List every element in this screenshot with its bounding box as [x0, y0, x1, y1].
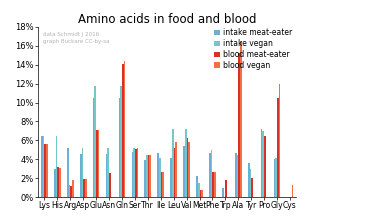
Bar	[43, 136, 44, 197]
Bar	[161, 172, 162, 197]
Bar	[146, 155, 148, 197]
Bar	[109, 172, 111, 197]
Bar	[172, 129, 174, 197]
Bar	[291, 185, 293, 197]
Text: data Schmidt J 2016
graph Buckare CC-by-sa: data Schmidt J 2016 graph Buckare CC-by-…	[43, 32, 110, 44]
Bar	[222, 188, 224, 197]
Bar	[133, 148, 135, 197]
Bar	[106, 154, 108, 197]
Bar	[108, 148, 109, 197]
Bar	[131, 152, 133, 197]
Bar	[59, 168, 61, 197]
Bar	[174, 148, 175, 197]
Bar	[80, 154, 82, 197]
Bar	[157, 153, 159, 197]
Bar	[83, 179, 85, 197]
Bar	[251, 178, 253, 197]
Bar	[93, 98, 95, 197]
Bar	[187, 138, 188, 197]
Bar	[135, 149, 136, 197]
Bar	[144, 160, 146, 197]
Bar	[57, 167, 59, 197]
Bar	[70, 186, 72, 197]
Bar	[72, 180, 74, 197]
Bar	[214, 172, 216, 197]
Bar	[44, 144, 46, 197]
Bar	[209, 153, 211, 197]
Bar	[276, 158, 277, 197]
Bar	[69, 185, 70, 197]
Bar	[41, 136, 43, 197]
Bar	[95, 86, 96, 197]
Bar	[274, 159, 275, 197]
Bar	[188, 142, 190, 197]
Bar	[170, 158, 172, 197]
Bar	[148, 155, 149, 197]
Bar	[261, 129, 263, 197]
Bar	[149, 155, 151, 197]
Bar	[237, 155, 238, 197]
Bar	[212, 172, 214, 197]
Bar	[279, 84, 280, 197]
Bar	[46, 144, 48, 197]
Bar	[119, 98, 120, 197]
Bar	[198, 183, 200, 197]
Bar	[196, 176, 198, 197]
Bar	[124, 61, 125, 197]
Bar	[200, 190, 201, 197]
Bar	[159, 158, 161, 197]
Bar	[85, 179, 87, 197]
Bar	[235, 153, 237, 197]
Bar	[185, 129, 187, 197]
Bar	[277, 98, 279, 197]
Bar	[263, 131, 264, 197]
Legend: intake meat-eater, intake vegan, blood meat-eater, blood vegan: intake meat-eater, intake vegan, blood m…	[214, 27, 293, 71]
Bar	[240, 41, 242, 197]
Bar	[67, 148, 69, 197]
Bar	[175, 142, 177, 197]
Bar	[82, 148, 83, 197]
Bar	[120, 86, 122, 197]
Bar	[225, 180, 227, 197]
Bar	[183, 146, 185, 197]
Bar	[136, 148, 138, 197]
Bar	[122, 64, 124, 197]
Title: Amino acids in food and blood: Amino acids in food and blood	[78, 13, 256, 26]
Bar	[162, 172, 164, 197]
Bar	[98, 130, 100, 197]
Bar	[238, 53, 240, 197]
Bar	[211, 150, 212, 197]
Bar	[201, 190, 203, 197]
Bar	[96, 130, 98, 197]
Bar	[248, 163, 250, 197]
Bar	[264, 136, 266, 197]
Bar	[56, 136, 57, 197]
Bar	[54, 169, 56, 197]
Bar	[250, 169, 251, 197]
